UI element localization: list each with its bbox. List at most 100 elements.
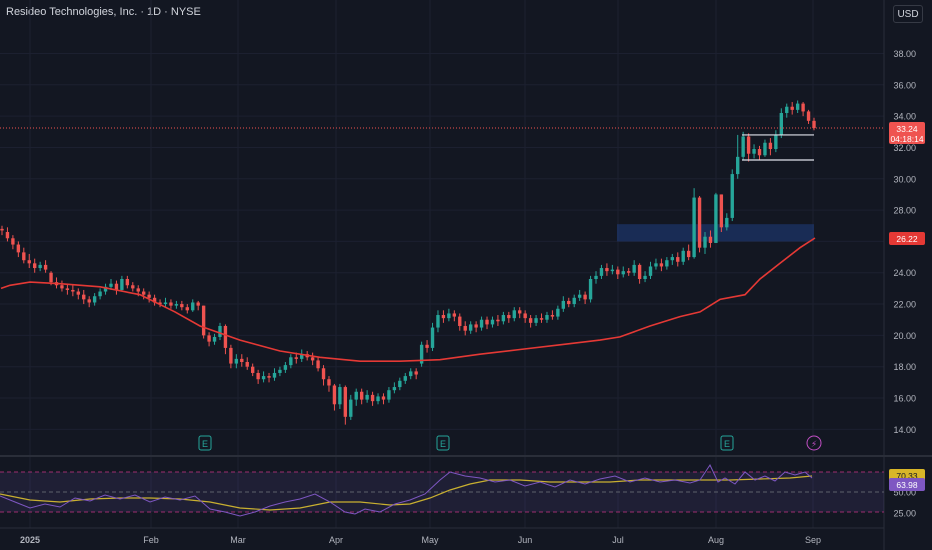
time-tick-label: May <box>421 535 439 545</box>
candle-body <box>697 197 702 248</box>
candle-body <box>125 279 130 286</box>
candle-body <box>158 302 162 305</box>
candle-body <box>147 294 151 298</box>
candle-body <box>468 324 473 331</box>
candle-body <box>588 279 593 300</box>
candle-body <box>632 264 636 273</box>
candle-body <box>180 304 184 308</box>
candle <box>212 333 217 345</box>
candle <box>594 271 598 284</box>
candle-body <box>365 394 369 400</box>
candle-body <box>795 103 800 110</box>
candle <box>71 285 75 297</box>
candle-body <box>338 387 342 405</box>
candle-body <box>561 300 566 309</box>
candle-body <box>812 120 816 129</box>
candle <box>82 289 86 305</box>
candle <box>605 263 609 276</box>
candle-body <box>332 385 337 405</box>
candle <box>76 288 80 300</box>
candle <box>261 371 266 383</box>
candle <box>109 279 113 290</box>
candle-body <box>725 217 729 228</box>
candle-body <box>490 319 495 325</box>
candle-body <box>501 315 506 322</box>
candle <box>752 144 756 159</box>
candle-body <box>621 271 625 275</box>
candle <box>447 308 451 322</box>
candle <box>686 244 691 261</box>
candle-body <box>131 285 135 289</box>
candle <box>577 289 582 301</box>
candle <box>534 315 538 326</box>
candle-body <box>376 396 380 402</box>
moving-average-line <box>0 237 816 363</box>
candle <box>746 133 751 162</box>
candle <box>370 391 375 406</box>
candle <box>414 368 418 380</box>
candle <box>27 253 31 269</box>
rsi-tick-label: 25.00 <box>893 509 916 519</box>
candle <box>779 108 783 139</box>
candle <box>425 340 429 353</box>
candle-body <box>485 319 489 325</box>
candle-body <box>5 232 10 239</box>
candle <box>795 100 800 113</box>
ma-badge-text: 26.22 <box>896 234 918 244</box>
candle <box>33 258 37 273</box>
price-tick-label: 20.00 <box>893 331 916 341</box>
time-tick-label: Jun <box>518 535 533 545</box>
candle <box>5 227 10 242</box>
candle <box>458 313 462 331</box>
candle <box>321 365 326 386</box>
candle <box>599 264 604 279</box>
currency-button[interactable]: USD <box>893 5 923 23</box>
candle-body <box>278 369 282 373</box>
candle <box>142 288 146 300</box>
candle-body <box>534 318 538 323</box>
candle-body <box>250 366 255 373</box>
candle <box>327 376 331 392</box>
candle <box>11 235 15 250</box>
candle <box>528 315 533 328</box>
price-tick-label: 18.00 <box>893 362 916 372</box>
candle <box>665 257 669 270</box>
candle-body <box>452 313 457 317</box>
candle <box>697 196 702 253</box>
candle-body <box>752 149 756 154</box>
candle <box>725 213 729 231</box>
candle-body <box>436 315 440 328</box>
candle-body <box>599 268 604 276</box>
event-markers: E E E ⚡ <box>198 435 822 451</box>
candle-body <box>714 194 718 243</box>
time-tick-label: 2025 <box>20 535 40 545</box>
candle-body <box>676 257 680 262</box>
candle-body <box>300 354 304 359</box>
candle-body <box>616 269 620 275</box>
candle <box>806 109 811 124</box>
candle-body <box>142 291 146 295</box>
candle <box>16 241 21 258</box>
price-axis: 38.0036.0034.0032.0030.0028.0026.0024.00… <box>893 49 916 519</box>
price-tick-label: 36.00 <box>893 80 916 90</box>
candle-body <box>223 325 228 348</box>
candle-body <box>218 325 222 337</box>
candle-body <box>240 358 244 362</box>
candle <box>730 169 734 222</box>
rsi-tick-label: 50.00 <box>893 488 916 498</box>
candle-body <box>801 103 805 112</box>
candle <box>272 368 277 381</box>
candle-body <box>103 286 108 292</box>
candle <box>343 385 348 425</box>
candle <box>392 382 397 394</box>
candle-body <box>605 268 609 272</box>
candle <box>125 275 130 289</box>
candle <box>692 188 696 259</box>
time-axis: 2025 Feb Mar Apr May Jun Jul Aug Sep <box>20 535 821 545</box>
candle <box>441 310 446 323</box>
candle <box>409 368 413 380</box>
candle-body <box>185 307 189 311</box>
candle <box>768 138 773 156</box>
candle <box>616 266 620 279</box>
